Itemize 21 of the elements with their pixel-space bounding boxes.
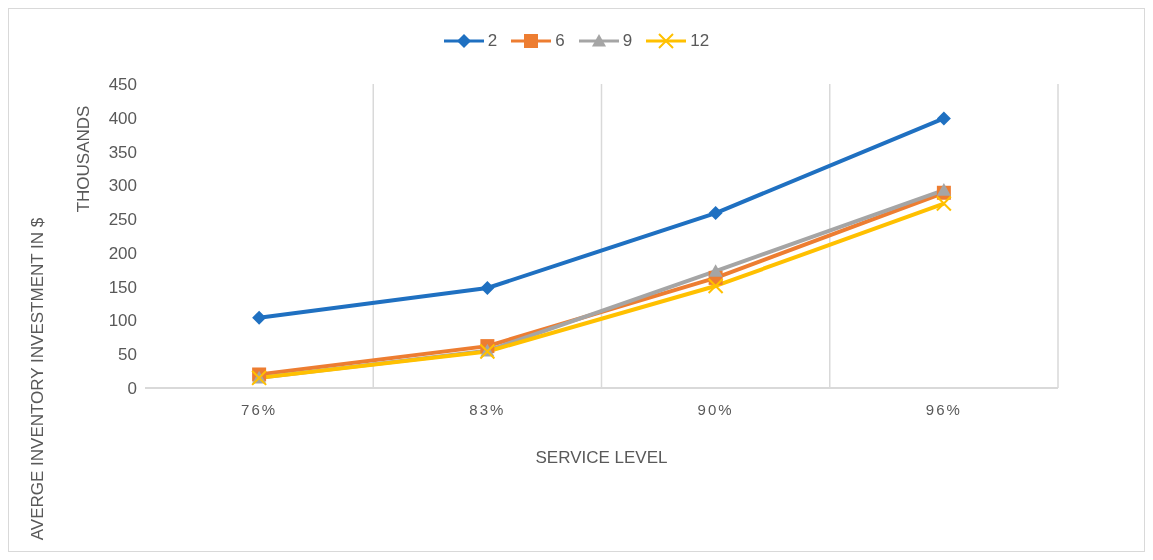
- y-axis-title: AVERGE INVENTORY INVESTMENT IN $: [28, 217, 48, 541]
- y-tick-label: 400: [108, 108, 137, 128]
- y-tick-label: 300: [108, 176, 137, 196]
- y-tick-label: 350: [108, 142, 137, 162]
- x-tick-label: 96%: [925, 400, 962, 418]
- x-tick-label: 83%: [469, 400, 506, 418]
- legend-label: 2: [487, 31, 498, 51]
- x-tick-label: 76%: [241, 400, 278, 418]
- y-tick-label: 100: [108, 311, 137, 331]
- x-axis-title: SERVICE LEVEL: [534, 448, 669, 468]
- y-tick-label: 250: [108, 210, 137, 230]
- y-tick-label: 200: [108, 243, 137, 263]
- x-tick-label: 90%: [697, 400, 734, 418]
- y-tick-label: 50: [118, 345, 137, 365]
- y-tick-label: 0: [127, 379, 137, 399]
- y-tick-label: 150: [108, 277, 137, 297]
- y-tick-label: 450: [108, 75, 137, 95]
- text: THOUSANDS: [74, 105, 94, 213]
- legend-label: 12: [690, 31, 710, 51]
- legend-label: 9: [622, 31, 633, 51]
- legend-label: 6: [555, 31, 565, 51]
